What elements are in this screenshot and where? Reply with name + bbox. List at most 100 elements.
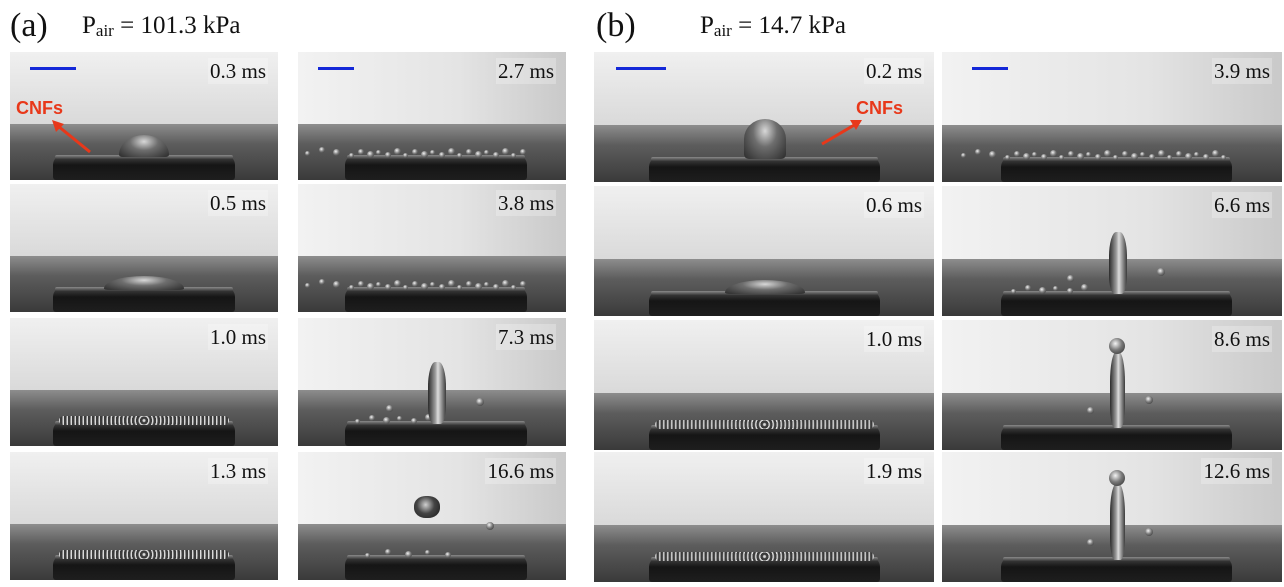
satellite-droplet [1144,528,1153,536]
bead [412,149,418,155]
substrate-disk [345,421,527,446]
cnfs-annotation-label: CNFs [856,98,904,118]
bead [1176,151,1182,157]
substrate-disk [1001,425,1232,450]
bead [1095,154,1101,160]
bead [376,150,381,155]
bead [1194,152,1199,157]
cnfs-annotation-label: CNFs [16,98,64,118]
substrate-disk [345,155,527,180]
scale-bar [616,67,666,70]
substrate-disk [53,155,235,180]
bead [466,281,472,287]
bead [333,149,340,156]
bead [425,550,430,555]
spreading-ring [59,550,229,559]
bead [394,280,401,287]
bead [385,284,391,290]
bead [430,282,435,287]
frame-a-5: 1.0 ms [10,318,278,446]
timestamp-label: 0.6 ms [863,192,924,218]
bead [1131,153,1138,160]
frame-b-2: 3.9 ms [942,52,1282,182]
bead [397,416,402,421]
satellite-droplet [1086,407,1094,414]
bead [405,551,412,558]
bead [412,281,418,287]
bead [376,282,381,287]
bead [358,281,364,287]
bead [1059,155,1064,160]
bead [319,279,325,285]
bead [1104,150,1111,157]
timestamp-label: 3.8 ms [495,190,556,216]
bead [502,280,509,287]
bead [975,149,981,155]
bead [1050,150,1057,157]
bead [305,283,310,288]
bead [1077,153,1084,160]
liquid-jet [1108,232,1127,294]
panel-b-letter: (b) [596,7,636,44]
bead [1081,284,1088,291]
bead [1011,289,1016,294]
substrate-disk [345,555,527,580]
substrate-disk [345,287,527,312]
bead [520,281,526,287]
frame-b-7: 1.9 ms [594,452,934,582]
bead [1122,151,1128,157]
bead [1023,153,1030,160]
bead [358,149,364,155]
frame-a-8: 16.6 ms [298,452,566,580]
pressure-subscript: air [713,21,732,40]
timestamp-label: 1.0 ms [863,326,924,352]
bead [385,549,391,555]
droplet [119,135,169,157]
bead [466,149,472,155]
frame-b-6: 8.6 ms [942,320,1282,450]
bead [989,151,996,158]
bead [1086,152,1091,157]
timestamp-label: 1.0 ms [207,324,268,350]
bead [421,151,428,158]
timestamp-label: 12.6 ms [1201,458,1272,484]
bead [1185,153,1192,160]
pressure-symbol: P [700,12,714,39]
bead [484,150,489,155]
frame-a-7: 1.3 ms [10,452,278,580]
substrate-disk [53,287,235,312]
timestamp-label: 6.6 ms [1211,192,1272,218]
satellite-droplet [476,398,484,406]
frame-b-4: 6.6 ms [942,186,1282,316]
frame-a-6: 7.3 ms [298,318,566,446]
bead [520,149,526,155]
panel-a-pressure: Pair = 101.3 kPa [82,10,240,47]
bead [457,285,462,290]
bead [1221,155,1226,160]
bead [439,152,445,158]
scale-bar [318,67,354,70]
substrate-disk [1001,557,1232,582]
annotation-arrow [821,120,862,146]
bead [439,284,445,290]
bead [961,153,966,158]
bead [355,419,360,424]
droplet [743,119,786,159]
timestamp-label: 3.9 ms [1211,58,1272,84]
bead [1053,286,1058,291]
bead [511,285,516,290]
bead [1203,154,1209,160]
spreading-ring [59,416,229,425]
bead [1014,151,1020,157]
bead [319,147,325,153]
bead [1212,150,1219,157]
satellite-droplet [386,405,393,412]
pressure-value: = 101.3 kPa [113,12,241,39]
bead [457,153,462,158]
frame-a-1: 0.3 ms CNFs [10,52,278,180]
substrate-disk [1001,157,1232,182]
bead [385,152,391,158]
panel-a-letter: (a) [10,7,48,44]
frame-a-2: 2.7 ms [298,52,566,180]
timestamp-label: 0.3 ms [207,58,268,84]
